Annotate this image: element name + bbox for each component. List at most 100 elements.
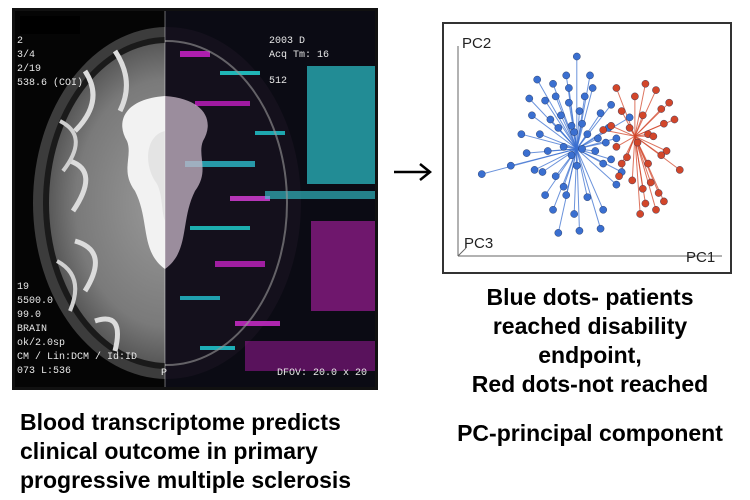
mri-overlay-line: 19	[17, 282, 29, 293]
blue-data-point	[554, 124, 563, 132]
blue-connector-line	[557, 127, 578, 150]
blue-data-point	[583, 193, 592, 201]
blue-data-point	[533, 75, 541, 84]
red-data-point	[638, 184, 647, 193]
blue-data-point	[528, 111, 536, 120]
red-data-point	[628, 176, 637, 185]
blue-data-point	[525, 94, 534, 103]
pc3-label: PC3	[464, 235, 493, 252]
blue-data-point	[541, 96, 549, 105]
red-connector-line	[634, 108, 662, 137]
blue-connector-line	[576, 148, 588, 198]
blue-data-point	[586, 71, 594, 80]
blue-data-point	[559, 143, 568, 151]
blue-data-point	[567, 122, 576, 130]
blue-connector-line	[521, 133, 577, 150]
blue-data-point	[477, 170, 486, 178]
blue-connector-line	[568, 87, 578, 149]
blue-data-point	[594, 134, 602, 143]
legend-line: reached disability	[492, 313, 688, 339]
blue-data-point	[580, 92, 589, 101]
blue-connector-line	[539, 133, 577, 150]
heatmap-block-cyan	[307, 66, 375, 184]
blue-connector-line	[555, 96, 578, 150]
blue-data-point	[607, 155, 615, 164]
legend-line: Red dots-not reached	[471, 371, 709, 397]
red-data-point	[641, 80, 650, 88]
red-data-point	[657, 151, 666, 159]
red-data-point	[660, 119, 668, 128]
blue-connector-line	[481, 148, 577, 175]
mri-overlay-line: 073 L:536	[17, 366, 71, 377]
red-connector-line	[634, 123, 665, 137]
blue-data-point	[599, 205, 607, 214]
blue-connector-line	[576, 148, 617, 185]
red-data-point	[654, 189, 663, 197]
caption-line: clinical outcome in primary	[20, 438, 318, 464]
red-data-point	[607, 122, 615, 130]
blue-data-point	[538, 168, 547, 176]
caption-line: progressive multiple sclerosis	[20, 467, 352, 493]
red-data-point	[670, 115, 679, 124]
pca-points	[477, 52, 684, 237]
blue-connector-line	[576, 148, 602, 229]
blue-data-point	[549, 80, 557, 88]
blue-data-point	[543, 147, 552, 155]
blue-data-point	[588, 84, 597, 92]
mri-overlay-line: 2/19	[17, 63, 41, 75]
red-data-point	[660, 197, 668, 206]
blue-data-point	[546, 115, 555, 124]
blue-data-point	[625, 113, 634, 122]
study-title-caption: Blood transcriptome predicts clinical ou…	[20, 408, 420, 495]
red-data-point	[665, 98, 673, 107]
mri-overlay-line: 5500.0	[17, 296, 53, 307]
mri-overlay-line: DFOV: 20.0 x 20	[277, 368, 367, 379]
blue-connector-line	[576, 148, 604, 210]
mri-overlay-line: 2	[17, 36, 23, 47]
red-data-point	[625, 124, 634, 132]
red-data-point	[646, 178, 655, 187]
mri-overlay-line: 2003 D	[269, 36, 305, 47]
red-data-point	[615, 172, 623, 180]
right-arrow-icon	[394, 163, 433, 181]
red-data-point	[641, 199, 650, 208]
mri-left-half	[20, 16, 165, 379]
blue-data-point	[554, 229, 563, 237]
red-data-point	[599, 126, 607, 134]
blue-data-point	[541, 191, 549, 199]
mri-right-overlay	[165, 11, 375, 387]
blue-connector-line	[531, 114, 578, 150]
red-data-point	[644, 159, 652, 168]
caption-line: Blood transcriptome predicts	[20, 409, 341, 435]
blue-data-point	[557, 111, 565, 120]
mri-overlay-line: CM / Lin:DCM / Id:ID	[17, 351, 137, 363]
blue-data-point	[572, 161, 581, 170]
red-data-point	[612, 84, 621, 92]
blue-data-point	[575, 107, 584, 115]
blue-connector-line	[576, 123, 583, 150]
pc2-label: PC2	[462, 35, 491, 52]
blue-data-point	[591, 147, 600, 155]
mri-overlay-line: ok/2.0sp	[17, 337, 65, 349]
mri-overlay-line: 538.6 (COI)	[17, 77, 83, 89]
blue-data-point	[612, 180, 621, 189]
blue-data-point	[599, 159, 607, 168]
blue-data-point	[570, 210, 578, 218]
pca-connector-lines	[481, 56, 681, 234]
legend-text: Blue dots- patients reached disability e…	[430, 283, 750, 399]
blue-connector-line	[576, 148, 622, 173]
blue-data-point	[578, 119, 586, 128]
blue-data-point	[517, 130, 526, 138]
blue-data-point	[602, 138, 610, 147]
red-data-point	[662, 147, 671, 155]
blue-connector-line	[573, 148, 578, 215]
blue-data-point	[551, 172, 560, 180]
blue-data-point	[562, 191, 571, 199]
pca-scatter-plot: PC2 PC3 PC1	[442, 22, 732, 274]
blue-data-point	[507, 161, 515, 170]
blue-data-point	[612, 134, 621, 143]
red-data-point	[652, 205, 660, 214]
mri-overlay-line: 3/4	[17, 49, 35, 61]
mri-overlay-line: BRAIN	[17, 324, 47, 335]
red-data-point	[649, 132, 658, 141]
